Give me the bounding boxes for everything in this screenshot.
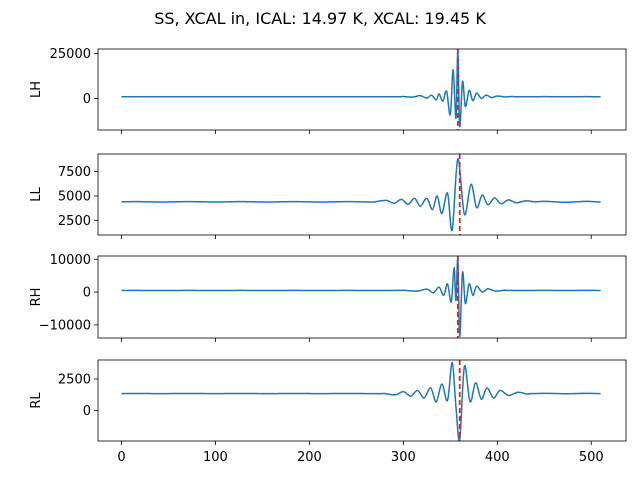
axes-frame-lh xyxy=(97,48,627,131)
y-tick-label-ll: 2500 xyxy=(58,214,91,229)
axes-frame-ll xyxy=(97,153,627,236)
axes-frame-rh xyxy=(97,255,627,339)
subplot-ll: 2500 5000 7500 LL xyxy=(29,153,627,239)
y-axis-label-lh: LH xyxy=(29,81,44,98)
x-tick-label: 500 xyxy=(579,450,604,465)
x-tick-label: 200 xyxy=(297,450,322,465)
y-tick-label-rh: 10000 xyxy=(50,253,91,268)
y-tick-label-lh: 25000 xyxy=(50,47,91,62)
y-axis-label-rh: RH xyxy=(29,288,44,307)
y-tick-label-ll: 5000 xyxy=(58,189,91,204)
x-tick-label: 100 xyxy=(203,450,228,465)
x-tick-label: 400 xyxy=(485,450,510,465)
y-tick-label-rh: 0 xyxy=(83,286,91,301)
y-tick-label-rl: 0 xyxy=(83,404,91,419)
y-tick-label-ll: 7500 xyxy=(58,165,91,180)
series-line-rh xyxy=(121,258,601,338)
subplot-rl: 0 2500 0 100 200 300 400 500 RL xyxy=(29,359,627,465)
series-line-rl xyxy=(121,361,601,441)
y-tick-label-rh: −10000 xyxy=(39,318,91,333)
series-line-ll xyxy=(121,158,601,232)
x-tick-label: 300 xyxy=(391,450,416,465)
y-axis-label-ll: LL xyxy=(29,187,44,202)
axes-frame-rl xyxy=(97,359,627,442)
subplots: 025000LH250050007500LL−10000010000RH0250… xyxy=(29,47,627,465)
x-tick-label: 0 xyxy=(117,450,125,465)
subplot-rh: −10000 0 10000 RH xyxy=(29,253,627,342)
subplot-lh: 0 25000 LH xyxy=(29,47,627,134)
series-line-lh xyxy=(121,50,601,128)
y-tick-label-lh: 0 xyxy=(83,92,91,107)
y-tick-label-rl: 2500 xyxy=(58,372,91,387)
y-axis-label-rl: RL xyxy=(29,392,44,409)
figure-title: SS, XCAL in, ICAL: 14.97 K, XCAL: 19.45 … xyxy=(154,9,486,28)
